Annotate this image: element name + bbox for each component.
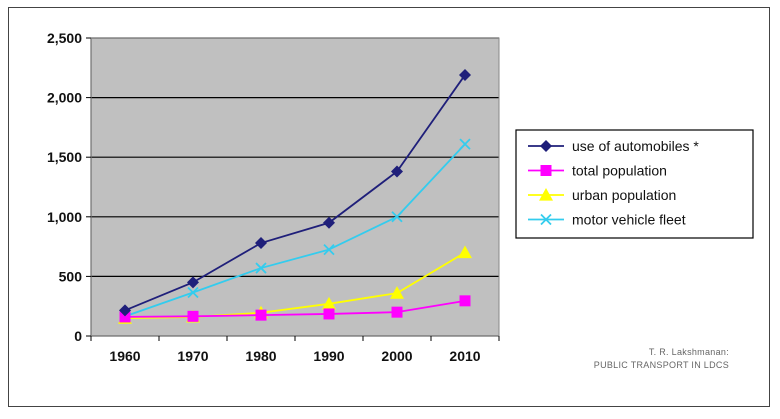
y-tick-label: 500 [59, 268, 83, 284]
source-note-line-2: PUBLIC TRANSPORT IN LDCS [594, 360, 729, 370]
data-point [323, 216, 335, 229]
data-point [458, 245, 472, 259]
series-use-of-automobiles [119, 68, 471, 317]
data-point [255, 309, 267, 321]
data-point [459, 68, 471, 81]
x-marker-stroke [459, 138, 471, 150]
y-axis-ticks: 0 500 1,000 1,500 2,000 2,500 [47, 30, 91, 344]
x-marker-stroke [323, 243, 335, 256]
data-point [187, 276, 199, 289]
x-axis-ticks: 1960 1970 1980 1990 2000 2010 [90, 336, 500, 364]
x-marker-stroke [391, 211, 403, 223]
data-point [391, 306, 403, 318]
y-tick-label: 1,000 [47, 209, 82, 225]
legend: use of automobiles * total population urba… [515, 129, 754, 239]
legend-item: motor vehicle fleet [528, 212, 686, 228]
series-group [118, 68, 472, 324]
legend-marker [539, 188, 553, 201]
y-tick-label: 2,000 [47, 90, 82, 106]
line-chart: 0 500 1,000 1,500 2,000 2,500 1960 1970 1980 199… [47, 30, 754, 370]
x-marker-stroke [187, 286, 199, 299]
data-point [459, 295, 471, 307]
data-point [255, 237, 267, 250]
legend-item: use of automobiles * [528, 138, 699, 154]
y-tick-label: 1,500 [47, 149, 82, 165]
x-tick-label: 1960 [109, 348, 140, 364]
legend-marker [540, 140, 552, 152]
x-tick-label: 2000 [381, 348, 412, 364]
legend-label: urban population [572, 187, 676, 203]
series-total-population [119, 295, 471, 323]
data-point [119, 311, 131, 323]
x-tick-label: 1990 [313, 348, 344, 364]
x-marker-stroke [255, 262, 267, 274]
data-point [391, 211, 403, 223]
y-tick-label: 2,500 [47, 30, 82, 46]
data-point [255, 262, 267, 274]
legend-item: urban population [528, 187, 676, 203]
data-point [323, 243, 335, 256]
data-point [391, 165, 403, 178]
legend-label: total population [572, 163, 667, 179]
legend-label: use of automobiles * [572, 138, 699, 154]
x-tick-label: 1980 [245, 348, 276, 364]
legend-item: total population [528, 163, 667, 179]
data-point [187, 310, 199, 322]
series-line [124, 74, 466, 312]
chart-frame: 0 500 1,000 1,500 2,000 2,500 1960 1970 1980 199… [8, 7, 770, 407]
legend-marker [540, 213, 552, 226]
legend-label: motor vehicle fleet [572, 212, 686, 228]
data-point [322, 296, 336, 310]
legend-marker [540, 165, 552, 176]
x-tick-label: 2010 [449, 348, 480, 364]
data-point [390, 286, 404, 299]
series-line [124, 299, 466, 318]
data-point [119, 304, 131, 317]
data-point [187, 286, 199, 299]
data-point [323, 308, 335, 320]
x-tick-label: 1970 [177, 348, 208, 364]
source-note-line-1: T. R. Lakshmanan: [649, 347, 729, 357]
x-marker-stroke [540, 213, 552, 226]
plot-area [91, 38, 499, 336]
data-point [459, 138, 471, 150]
series-line [124, 143, 466, 318]
y-tick-label: 0 [74, 328, 82, 344]
